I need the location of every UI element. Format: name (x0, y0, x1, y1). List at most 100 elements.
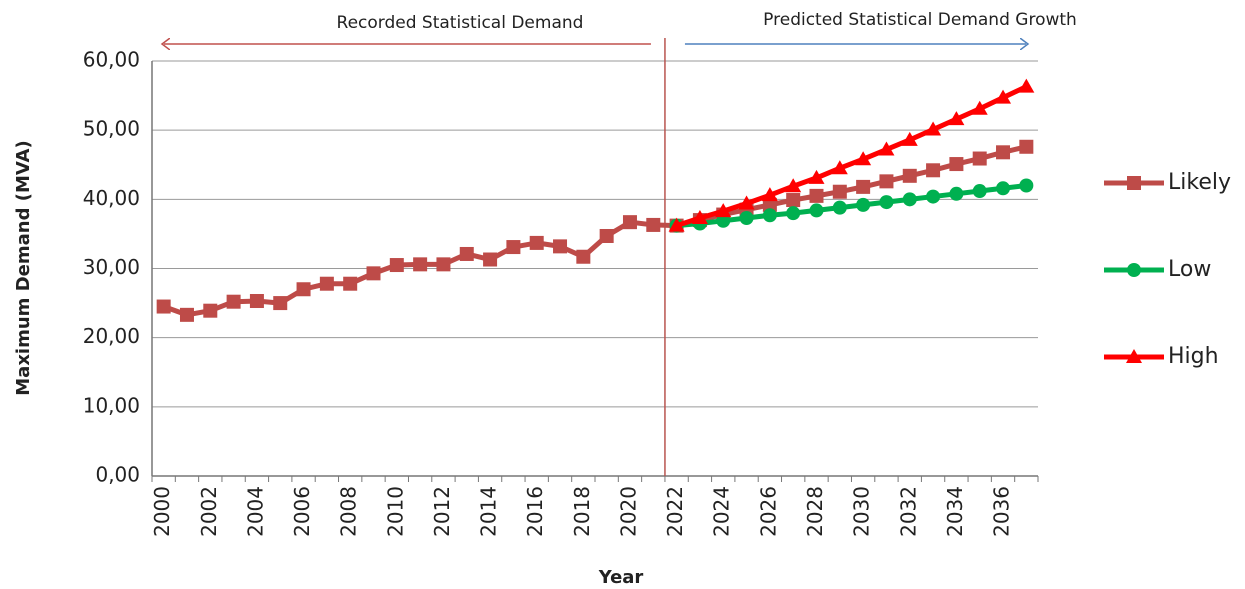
marker (809, 188, 824, 203)
marker (856, 197, 871, 212)
x-tick-label: 2006 (290, 486, 314, 537)
marker (1127, 263, 1141, 277)
marker (786, 206, 801, 221)
marker (996, 181, 1011, 196)
legend-label: High (1168, 344, 1219, 369)
x-tick-label: 2008 (337, 486, 361, 537)
y-tick-label: 30,00 (83, 255, 140, 279)
marker (901, 131, 918, 146)
marker (553, 239, 568, 254)
y-axis-label: Maximum Demand (MVA) (13, 140, 34, 395)
marker (832, 184, 847, 199)
x-tick-label: 2030 (850, 486, 874, 537)
marker (622, 215, 637, 230)
marker (1019, 139, 1034, 154)
x-tick-label: 2000 (150, 486, 174, 537)
marker (1018, 78, 1035, 93)
x-tick-label: 2022 (663, 486, 687, 537)
marker (249, 294, 264, 309)
marker (831, 160, 848, 175)
y-tick-label: 10,00 (83, 393, 140, 417)
marker (972, 184, 987, 199)
x-axis-label: Year (598, 567, 644, 588)
marker (273, 296, 288, 311)
marker (739, 211, 754, 226)
marker (691, 210, 708, 225)
series-line (675, 84, 1028, 228)
marker (879, 195, 894, 210)
legend-label: Low (1168, 257, 1211, 282)
marker (436, 257, 451, 272)
marker (926, 163, 941, 178)
series-line (676, 183, 1027, 229)
marker (179, 307, 194, 322)
marker (1127, 176, 1141, 190)
marker (856, 179, 871, 194)
marker (902, 192, 917, 207)
marker (832, 200, 847, 215)
x-tick-label: 2036 (990, 486, 1014, 537)
marker (716, 213, 731, 228)
marker (1126, 349, 1142, 363)
x-tick-label: 2034 (943, 486, 967, 537)
x-tick-label: 2020 (616, 486, 640, 537)
y-tick-label: 20,00 (83, 324, 140, 348)
marker (996, 145, 1011, 160)
marker (762, 208, 777, 223)
marker (926, 189, 941, 204)
marker (715, 203, 732, 218)
x-tick-label: 2012 (430, 486, 454, 537)
x-tick-label: 2018 (570, 486, 594, 537)
x-tick-label: 2010 (383, 486, 407, 537)
marker (483, 252, 498, 267)
marker (156, 299, 171, 314)
x-tick-label: 2032 (896, 486, 920, 537)
y-tick-label: 0,00 (95, 463, 140, 487)
marker (668, 217, 685, 232)
marker (459, 246, 474, 261)
marker (879, 174, 894, 189)
legend-label: Likely (1168, 170, 1231, 195)
marker (203, 303, 218, 318)
x-tick-label: 2016 (523, 486, 547, 537)
marker (925, 121, 942, 136)
marker (762, 197, 777, 212)
y-tick-label: 40,00 (83, 186, 140, 210)
marker (995, 89, 1012, 104)
marker (855, 151, 872, 166)
marker (529, 235, 544, 250)
annotation: Recorded Statistical Demand (337, 13, 584, 33)
marker (389, 258, 404, 273)
marker (738, 195, 755, 210)
series-line (162, 144, 1027, 318)
marker (948, 111, 965, 126)
marker (949, 157, 964, 172)
marker (646, 217, 661, 232)
x-tick-label: 2014 (477, 486, 501, 537)
marker (599, 228, 614, 243)
x-tick-label: 2028 (803, 486, 827, 537)
x-tick-label: 2002 (197, 486, 221, 537)
annotation: Predicted Statistical Demand Growth (763, 10, 1077, 30)
marker (343, 276, 358, 291)
y-tick-label: 60,00 (83, 48, 140, 72)
marker (413, 257, 428, 272)
marker (296, 282, 311, 297)
marker (878, 141, 895, 156)
x-tick-label: 2004 (243, 486, 267, 537)
marker (785, 178, 802, 193)
marker (971, 100, 988, 115)
marker (576, 249, 591, 264)
marker (226, 294, 241, 309)
marker (319, 276, 334, 291)
marker (902, 168, 917, 183)
x-tick-label: 2026 (756, 486, 780, 537)
marker (506, 240, 521, 255)
marker (786, 193, 801, 208)
marker (366, 266, 381, 281)
marker (972, 151, 987, 166)
marker (1019, 178, 1034, 193)
marker (949, 186, 964, 201)
marker (808, 169, 825, 184)
